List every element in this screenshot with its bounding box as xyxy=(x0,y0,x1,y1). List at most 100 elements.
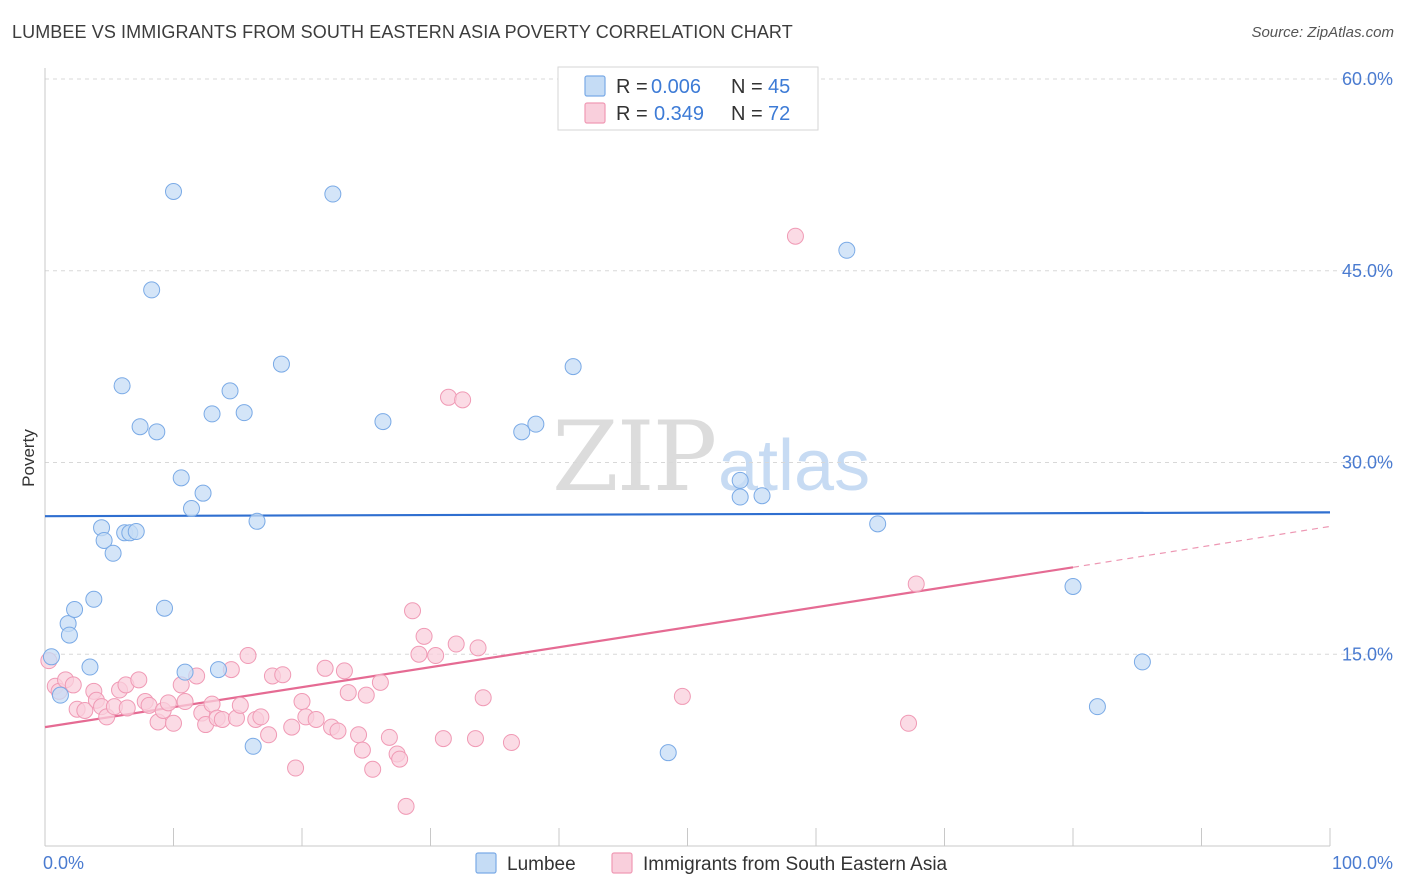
lumbee-point xyxy=(248,512,266,530)
immigrants-point xyxy=(350,726,368,744)
gridlines: 15.0% 30.0% 45.0% 60.0% xyxy=(45,69,1393,664)
lumbee-point xyxy=(1133,653,1151,671)
immigrants-point xyxy=(371,673,389,691)
immigrants-point xyxy=(357,686,375,704)
legend-swatch-immigrants xyxy=(584,102,606,124)
immigrants-point xyxy=(64,676,82,694)
immigrants-point xyxy=(287,759,305,777)
y-tick-label: 15.0% xyxy=(1342,644,1393,664)
correlation-legend: R = 0.006 N = 45 R = 0.349 N = 72 xyxy=(557,66,819,131)
y-tick-label: 60.0% xyxy=(1342,69,1393,89)
lumbee-point xyxy=(81,658,99,676)
x-tick-label: 100.0% xyxy=(1332,853,1393,873)
immigrants-point xyxy=(159,694,177,712)
immigrants-point xyxy=(76,701,94,719)
bottom-legend-lumbee: Lumbee xyxy=(507,854,576,875)
axes: 0.0% 100.0% xyxy=(43,68,1393,873)
lumbee-point xyxy=(156,599,174,617)
lumbee-point xyxy=(131,418,149,436)
lumbee-point xyxy=(513,423,531,441)
immigrants-point xyxy=(176,693,194,711)
immigrants-point xyxy=(900,714,918,732)
immigrants-point xyxy=(252,708,270,726)
immigrants-point xyxy=(380,728,398,746)
lumbee-point xyxy=(42,648,60,666)
source-credit: Source: ZipAtlas.com xyxy=(1251,24,1394,41)
immigrants-point xyxy=(391,750,409,768)
lumbee-point xyxy=(374,413,392,431)
immigrants-point xyxy=(140,696,158,714)
lumbee-point xyxy=(221,382,239,400)
y-tick-label: 30.0% xyxy=(1342,453,1393,473)
immigrants-point xyxy=(293,693,311,711)
immigrants-point xyxy=(439,388,457,406)
immigrants-point xyxy=(329,722,347,740)
immigrants-point xyxy=(673,687,691,705)
bottom-legend-swatch-lumbee xyxy=(475,852,497,874)
immigrants-point xyxy=(165,714,182,732)
watermark: ZIP atlas xyxy=(552,401,870,513)
lumbee-point xyxy=(731,471,749,489)
immigrants-point xyxy=(274,666,292,684)
lumbee-point xyxy=(85,590,103,608)
immigrants-point xyxy=(260,726,278,744)
lumbee-point xyxy=(324,185,342,203)
lumbee-point xyxy=(869,515,887,533)
lumbee-point xyxy=(194,484,212,502)
immigrants-point xyxy=(469,639,487,657)
lumbee-point xyxy=(203,405,221,423)
legend-n-value-1: 45 xyxy=(768,76,790,98)
lumbee-point xyxy=(272,355,290,373)
y-axis-label: Poverty xyxy=(19,429,38,487)
legend-swatch-lumbee xyxy=(584,75,606,97)
bottom-legend-swatch-immigrants xyxy=(611,852,633,874)
lumbee-point xyxy=(731,488,749,506)
immigrants-point xyxy=(397,797,415,815)
lumbee-point xyxy=(104,544,122,562)
legend-n-value-2: 72 xyxy=(768,103,790,125)
lumbee-point xyxy=(165,182,182,200)
lumbee-point xyxy=(66,601,84,619)
immigrants-point xyxy=(213,710,231,728)
lumbee-point xyxy=(143,281,161,299)
legend-r-label-2: R = xyxy=(616,103,648,125)
chart-title: LUMBEE VS IMMIGRANTS FROM SOUTH EASTERN … xyxy=(12,22,793,42)
lumbee-point xyxy=(235,404,253,422)
series-legend: Lumbee Immigrants from South Eastern Asi… xyxy=(475,852,948,875)
lumbee-point xyxy=(148,423,166,441)
lumbee-point xyxy=(182,500,200,518)
lumbee-point xyxy=(95,531,113,549)
bottom-legend-immigrants: Immigrants from South Eastern Asia xyxy=(643,854,948,875)
immigrants-point xyxy=(283,718,301,736)
lumbee-point xyxy=(753,487,771,505)
lumbee-point xyxy=(51,686,69,704)
lumbee-point xyxy=(209,661,227,679)
immigrants-point xyxy=(466,730,484,748)
immigrants-trend-extension xyxy=(1072,525,1331,568)
immigrants-point xyxy=(410,645,428,663)
immigrants-point xyxy=(307,710,325,728)
lumbee-point xyxy=(659,744,677,762)
immigrants-point xyxy=(434,730,452,748)
y-tick-label: 45.0% xyxy=(1342,261,1393,281)
legend-n-label-1: N = xyxy=(731,76,763,98)
immigrants-point xyxy=(786,227,804,245)
immigrants-point xyxy=(415,627,433,645)
legend-n-label-2: N = xyxy=(731,103,763,125)
immigrants-point xyxy=(316,659,334,677)
immigrants-point xyxy=(118,699,136,717)
immigrants-point xyxy=(335,662,353,680)
lumbee-point xyxy=(1088,698,1106,716)
lumbee-point xyxy=(113,377,131,395)
immigrants-point xyxy=(231,696,249,714)
lumbee-point xyxy=(176,663,194,681)
immigrants-point xyxy=(447,635,465,653)
watermark-zip: ZIP xyxy=(552,401,715,513)
legend-r-value-2: 0.349 xyxy=(654,103,704,125)
immigrants-point xyxy=(454,391,472,409)
immigrants-point xyxy=(907,575,925,593)
lumbee-point xyxy=(527,415,545,433)
lumbee-point xyxy=(127,523,145,541)
immigrants-point xyxy=(130,671,148,689)
